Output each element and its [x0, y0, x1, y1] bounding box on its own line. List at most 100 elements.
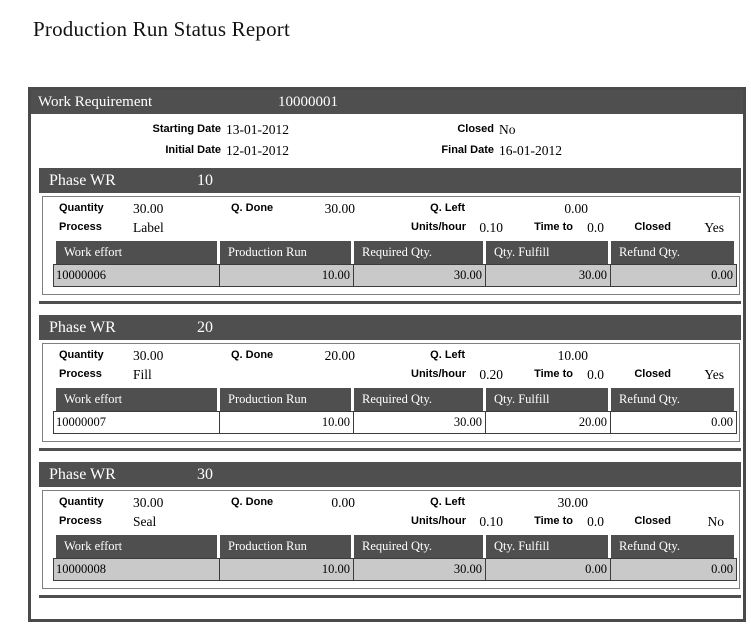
page-title: Production Run Status Report: [33, 17, 291, 41]
phase-header-bar: Phase WR 10: [39, 168, 741, 193]
process-value: Label: [133, 220, 164, 235]
cell-refund-qty: 0.00: [711, 268, 733, 282]
time-to-value: 0.0: [587, 220, 604, 235]
table-header-row: Work effort Production Run Required Qty.…: [53, 388, 737, 411]
col-work-effort: Work effort: [56, 535, 217, 558]
units-hour-value: 0.10: [479, 514, 503, 529]
process-value: Fill: [133, 367, 152, 382]
quantity-label: Quantity: [59, 349, 104, 361]
table-row: 10000006 10.00 30.00 30.00 0.00: [53, 264, 737, 287]
q-done-value: 30.00: [324, 201, 355, 216]
cell-production-run: 10.00: [220, 265, 354, 286]
table-row: 10000007 10.00 30.00 20.00 0.00: [53, 411, 737, 434]
phase-detail-panel: Quantity 30.00 Q. Done 30.00 Q. Left 0.0…: [42, 196, 740, 295]
q-left-value: 0.00: [564, 201, 588, 216]
report-container: Work Requirement 10000001 Starting Date …: [28, 87, 746, 622]
phase-detail-panel: Quantity 30.00 Q. Done 0.00 Q. Left 30.0…: [42, 490, 740, 589]
phase-wr-label: Phase WR: [49, 171, 116, 189]
phase-closed-value: Yes: [704, 367, 724, 382]
phase-header-bar: Phase WR 30: [39, 462, 741, 487]
q-left-label: Q. Left: [430, 349, 465, 361]
cell-refund-qty: 0.00: [711, 415, 733, 429]
process-row: Process Seal Units/hour 0.10 Time to 0.0…: [43, 514, 739, 529]
q-done-label: Q. Done: [231, 349, 274, 361]
phase-wr-label: Phase WR: [49, 465, 116, 483]
cell-production-run: 10.00: [220, 412, 354, 433]
units-hour-label: Units/hour: [411, 368, 466, 380]
phase-wr-label: Phase WR: [49, 318, 116, 336]
process-label: Process: [59, 515, 102, 527]
closed-label: Closed: [457, 123, 494, 135]
starting-date-value: 13-01-2012: [226, 122, 289, 137]
cell-qty-fulfill: 30.00: [486, 265, 611, 286]
col-work-effort: Work effort: [56, 388, 217, 411]
cell-qty-fulfill: 0.00: [486, 559, 611, 580]
table-row: 10000008 10.00 30.00 0.00 0.00: [53, 558, 737, 581]
units-hour-value: 0.10: [479, 220, 503, 235]
col-production-run: Production Run: [220, 388, 351, 411]
work-effort-table: Work effort Production Run Required Qty.…: [53, 241, 737, 287]
quantity-label: Quantity: [59, 202, 104, 214]
time-to-label: Time to: [534, 368, 573, 380]
time-to-value: 0.0: [587, 514, 604, 529]
units-hour-value: 0.20: [479, 367, 503, 382]
process-row: Process Fill Units/hour 0.20 Time to 0.0…: [43, 367, 739, 382]
phase-number: 30: [197, 465, 213, 483]
phase-detail-panel: Quantity 30.00 Q. Done 20.00 Q. Left 10.…: [42, 343, 740, 442]
cell-required-qty: 30.00: [354, 265, 486, 286]
q-done-value: 0.00: [331, 495, 355, 510]
col-refund-qty: Refund Qty.: [611, 388, 734, 411]
work-requirement-header-bar: Work Requirement 10000001: [31, 90, 743, 114]
table-header-row: Work effort Production Run Required Qty.…: [53, 535, 737, 558]
cell-work-effort: 10000008: [54, 559, 220, 580]
cell-work-effort: 10000006: [54, 265, 220, 286]
cell-qty-fulfill: 20.00: [486, 412, 611, 433]
q-left-value: 30.00: [557, 495, 588, 510]
units-hour-label: Units/hour: [411, 221, 466, 233]
q-left-label: Q. Left: [430, 496, 465, 508]
phase-header-bar: Phase WR 20: [39, 315, 741, 340]
starting-date-label: Starting Date: [152, 123, 221, 135]
work-requirement-value: 10000001: [278, 93, 338, 110]
col-required-qty: Required Qty.: [354, 241, 483, 264]
cell-refund-qty: 0.00: [711, 562, 733, 576]
cell-required-qty: 30.00: [354, 559, 486, 580]
quantity-label: Quantity: [59, 496, 104, 508]
quantity-row: Quantity 30.00 Q. Done 20.00 Q. Left 10.…: [43, 348, 739, 363]
work-requirement-fields: Starting Date 13-01-2012 Closed No Initi…: [31, 114, 743, 168]
final-date-value: 16-01-2012: [499, 143, 562, 158]
phase-section-30: Phase WR 30 Quantity 30.00 Q. Done 0.00 …: [39, 462, 741, 598]
q-left-label: Q. Left: [430, 202, 465, 214]
table-header-row: Work effort Production Run Required Qty.…: [53, 241, 737, 264]
quantity-row: Quantity 30.00 Q. Done 0.00 Q. Left 30.0…: [43, 495, 739, 510]
q-done-value: 20.00: [324, 348, 355, 363]
phase-closed-label: Closed: [634, 221, 671, 233]
col-qty-fulfill: Qty. Fulfill: [486, 388, 608, 411]
phase-closed-value: No: [707, 514, 725, 529]
process-value: Seal: [133, 514, 157, 529]
final-date-label: Final Date: [441, 144, 494, 156]
work-effort-table: Work effort Production Run Required Qty.…: [53, 388, 737, 434]
quantity-row: Quantity 30.00 Q. Done 30.00 Q. Left 0.0…: [43, 201, 739, 216]
col-work-effort: Work effort: [56, 241, 217, 264]
closed-value: No: [499, 122, 516, 137]
col-qty-fulfill: Qty. Fulfill: [486, 535, 608, 558]
quantity-value: 30.00: [133, 495, 164, 510]
col-required-qty: Required Qty.: [354, 535, 483, 558]
q-left-value: 10.00: [557, 348, 588, 363]
phase-number: 20: [197, 318, 213, 336]
time-to-label: Time to: [534, 221, 573, 233]
phase-closed-value: Yes: [704, 220, 724, 235]
q-done-label: Q. Done: [231, 496, 274, 508]
quantity-value: 30.00: [133, 348, 164, 363]
col-qty-fulfill: Qty. Fulfill: [486, 241, 608, 264]
process-row: Process Label Units/hour 0.10 Time to 0.…: [43, 220, 739, 235]
phase-number: 10: [197, 171, 213, 189]
phase-closed-label: Closed: [634, 515, 671, 527]
units-hour-label: Units/hour: [411, 515, 466, 527]
phase-section-10: Phase WR 10 Quantity 30.00 Q. Done 30.00…: [39, 168, 741, 304]
initial-date-label: Initial Date: [165, 144, 221, 156]
cell-production-run: 10.00: [220, 559, 354, 580]
cell-required-qty: 30.00: [354, 412, 486, 433]
process-label: Process: [59, 368, 102, 380]
